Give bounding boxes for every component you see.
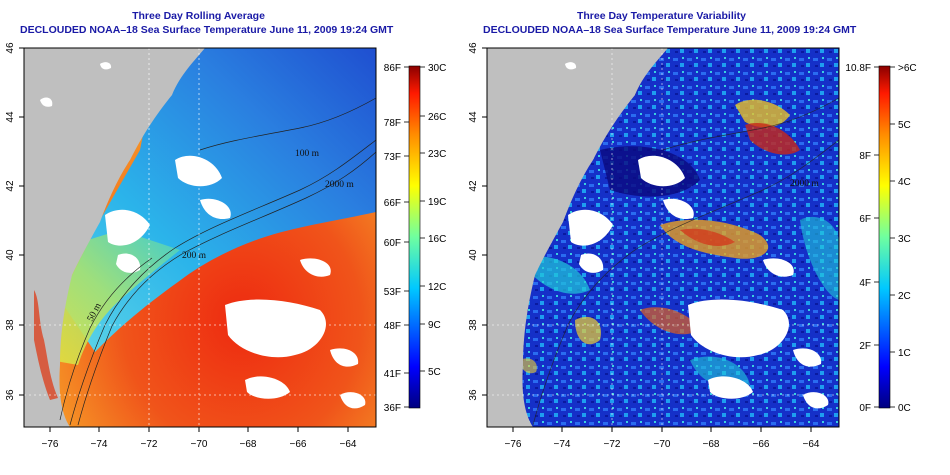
left-clouds [40,62,366,409]
colorbar-f-label: 2F [859,341,871,352]
colorbar-c-label: 9C [428,320,441,331]
colorbar-f-label: 86F [384,63,401,74]
colorbar-f-label: 66F [384,198,401,209]
x-tick-label: −68 [703,439,720,450]
y-tick-label: 42 [468,180,479,192]
colorbar-c-label: 2C [898,291,911,302]
x-tick-label: −70 [654,439,671,450]
colorbar-c-label: 5C [898,120,911,131]
colorbar-c-label: 4C [898,177,911,188]
left-colorbar-ramp [408,65,421,409]
y-tick-label: 44 [5,111,16,123]
colorbar-f-label: 36F [384,403,401,414]
x-tick-label: −72 [141,439,158,450]
contour-label: 100 m [295,149,320,159]
colorbar-f-label: 8F [859,151,871,162]
colorbar-c-label: 1C [898,348,911,359]
colorbar-c-label: 30C [428,63,446,74]
colorbar-f-label: 10.8F [845,63,871,74]
x-tick-label: −76 [505,439,522,450]
right-y-axis: 46 44 42 40 38 36 [468,42,487,401]
left-bay [34,290,58,400]
right-x-axis: −76 −74 −72 −70 −68 −66 −64 [505,427,820,450]
x-tick-label: −74 [554,439,571,450]
colorbar-f-label: 6F [859,214,871,225]
y-tick-label: 40 [5,249,16,261]
y-tick-label: 36 [5,389,16,401]
y-tick-label: 44 [468,111,479,123]
right-grid [487,48,839,427]
right-colorbar: 10.8F 8F 6F 4F 2F 0F >6C 5C 4C 3C 2C 1C … [845,63,916,414]
y-tick-label: 38 [468,319,479,331]
x-tick-label: −68 [240,439,257,450]
left-map-frame [23,47,377,428]
y-tick-label: 36 [468,389,479,401]
left-y-axis: 46 44 42 40 38 36 [5,42,24,401]
y-tick-label: 46 [468,42,479,54]
contour-label: 2000 m [790,179,819,189]
colorbar-f-label: 4F [859,278,871,289]
left-colorbar: 86F 78F 73F 66F 60F 53F 48F 41F 36F 30C … [384,63,447,414]
left-map: 100 m 2000 m 200 m 50 m [24,48,376,427]
right-clouds [565,62,829,409]
right-map-frame [486,47,840,428]
left-x-axis: −76 −74 −72 −70 −68 −66 −64 [42,427,357,450]
colorbar-f-label: 78F [384,118,401,129]
left-title-line1: Three Day Rolling Average [132,10,265,22]
right-contour-labels: 2000 m [790,179,819,189]
x-tick-label: −76 [42,439,59,450]
x-tick-label: −70 [191,439,208,450]
contour-label: 200 m [182,251,207,261]
x-tick-label: −64 [803,439,820,450]
colorbar-c-label: 12C [428,282,446,293]
x-tick-label: −66 [753,439,770,450]
y-tick-label: 42 [5,180,16,192]
y-tick-label: 38 [5,319,16,331]
colorbar-c-label: 0C [898,403,911,414]
right-map: 2000 m [487,48,839,427]
colorbar-c-label: 5C [428,367,441,378]
colorbar-f-label: 41F [384,369,401,380]
left-bathymetry [59,97,376,426]
colorbar-c-label: 19C [428,197,446,208]
colorbar-f-label: 60F [384,238,401,249]
left-land [24,48,205,427]
x-tick-label: −64 [340,439,357,450]
colorbar-f-label: 48F [384,321,401,332]
colorbar-f-label: 0F [859,403,871,414]
left-title-line2: DECLOUDED NOAA–18 Sea Surface Temperatur… [20,24,394,36]
left-grid [24,48,376,427]
y-tick-label: 40 [468,249,479,261]
contour-label: 2000 m [325,180,354,190]
colorbar-c-label: 16C [428,234,446,245]
right-colorbar-ramp [878,65,891,409]
colorbar-c-label: 26C [428,112,446,123]
right-title-line2: DECLOUDED NOAA–18 Sea Surface Temperatur… [483,24,857,36]
colorbar-c-label: 3C [898,234,911,245]
colorbar-f-label: 73F [384,152,401,163]
x-tick-label: −74 [91,439,108,450]
x-tick-label: −66 [290,439,307,450]
x-tick-label: −72 [604,439,621,450]
colorbar-f-label: 53F [384,287,401,298]
right-title-line1: Three Day Temperature Variability [576,10,747,22]
right-bathymetry [532,97,839,426]
y-tick-label: 46 [5,42,16,54]
colorbar-c-label: >6C [898,63,917,74]
right-land [487,48,668,427]
colorbar-c-label: 23C [428,149,446,160]
